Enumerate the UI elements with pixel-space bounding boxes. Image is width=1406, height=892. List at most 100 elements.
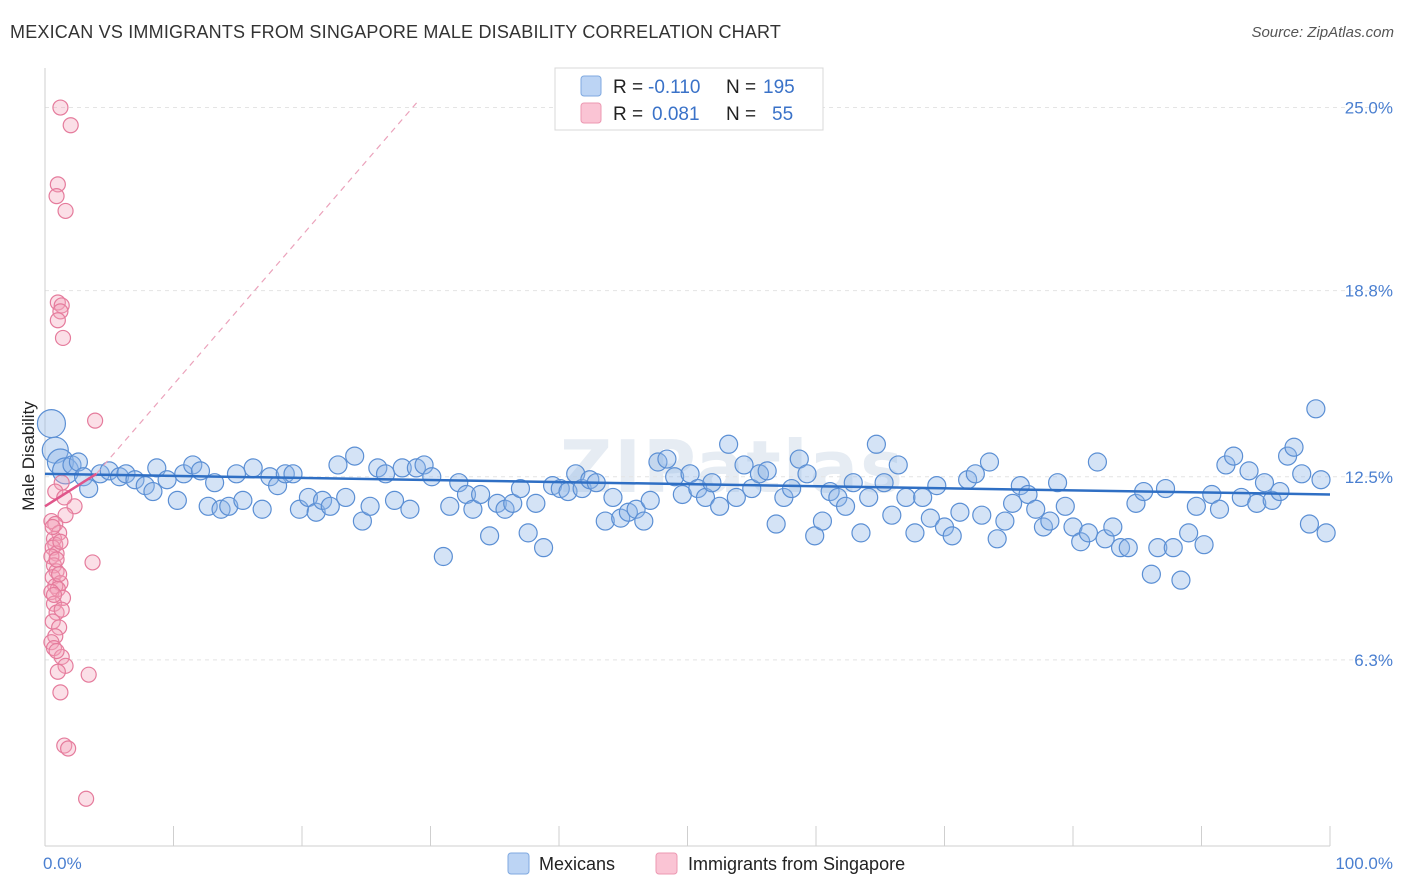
singapore-point-30 [54, 589, 72, 606]
mexicans-point-130 [1040, 511, 1060, 531]
mexicans-point-17 [167, 490, 187, 510]
mexicans-point-163 [1292, 464, 1312, 484]
y-axis-label: Male Disability [19, 401, 38, 511]
mexicans-point-145 [1155, 478, 1176, 499]
trend-line-mexicans [44, 472, 1331, 496]
watermark: ZIPatlas [560, 425, 905, 509]
mexicans-point-141 [1126, 493, 1146, 513]
singapore-point-40 [49, 663, 66, 680]
mexicans-point-128 [1026, 499, 1046, 519]
mexicans-point-147 [1171, 570, 1191, 590]
singapore-point-45 [78, 790, 95, 807]
singapore-point-50 [48, 551, 65, 568]
trend-lines [44, 101, 1331, 508]
mexicans-point-36 [312, 490, 333, 510]
mexicans-point-51 [433, 546, 453, 567]
mexicans-point-146 [1163, 538, 1183, 558]
mexicans-point-140 [1118, 538, 1138, 558]
mexicans-point-148 [1179, 523, 1199, 543]
mexicans-point-99 [805, 526, 825, 546]
mexicans-point-111 [896, 487, 916, 508]
legend-r-label-2: R = [613, 104, 643, 125]
mexicans-point-96 [781, 478, 802, 499]
axes [44, 68, 1331, 847]
mexicans-point-41 [352, 511, 372, 531]
singapore-point-21 [43, 548, 60, 565]
mexicans-point-53 [449, 473, 469, 493]
mexicans-point-98 [797, 464, 817, 484]
mexicans-point-152 [1209, 499, 1230, 519]
singapore-point-10 [87, 412, 104, 429]
mexicans-point-42 [360, 496, 380, 516]
singapore-point-53 [53, 601, 70, 618]
mexicans-point-121 [972, 505, 992, 525]
mexicans-point-40 [345, 446, 365, 466]
mexicans-point-74 [611, 508, 631, 528]
mexicans-point-47 [400, 499, 420, 519]
mexicans-point-120 [965, 464, 985, 484]
mexicans-point-107 [866, 434, 886, 454]
mexicans-point-94 [766, 514, 786, 534]
x-tick-label-0: 0.0% [43, 854, 82, 873]
singapore-point-34 [51, 619, 68, 636]
mexicans-point-166 [1311, 470, 1331, 490]
mexicans-point-167 [1316, 523, 1336, 543]
legend-n-value-2: 55 [772, 104, 793, 125]
mexicans-point-58 [487, 493, 507, 513]
singapore-point-8 [49, 312, 66, 329]
legend-r-value-1: -0.110 [648, 77, 700, 98]
mexicans-point-23 [211, 499, 231, 519]
y-tick-label-1: 18.8% [1345, 282, 1393, 301]
singapore-point-48 [44, 518, 61, 536]
mexicans-point-22 [205, 473, 225, 493]
mexicans-point-72 [595, 511, 615, 531]
mexicans-point-78 [640, 490, 660, 510]
mexicans-point-123 [987, 529, 1007, 549]
x-tick-label-1: 100.0% [1335, 854, 1393, 873]
y-tick-label-2: 12.5% [1345, 468, 1393, 487]
mexicans-point-63 [526, 493, 546, 513]
mexicans-point-88 [719, 434, 739, 454]
mexicans-point-164 [1299, 514, 1320, 534]
singapore-point-54 [48, 642, 65, 660]
mexicans-point-109 [882, 505, 902, 525]
legend-swatch-mexicans [580, 75, 602, 97]
mexicans-point-59 [495, 499, 515, 519]
mexicans-point-26 [233, 490, 253, 510]
y-tick-label-0: 25.0% [1345, 99, 1393, 118]
mexicans-point-32 [283, 464, 303, 484]
mexicans-point-122 [979, 452, 1000, 472]
mexicans-point-66 [550, 478, 570, 499]
mexicans-point-46 [392, 458, 412, 478]
mexicans-point-112 [905, 523, 925, 543]
mexicans-point-87 [710, 496, 730, 516]
watermark-text: ZIPatlas [560, 425, 905, 509]
mexicans-point-24 [219, 496, 239, 516]
mexicans-point-64 [533, 538, 554, 558]
mexicans-point-151 [1202, 484, 1222, 505]
singapore-point-49 [52, 533, 69, 550]
mexicans-point-97 [789, 449, 809, 469]
singapore-point-22 [84, 554, 101, 571]
mexicans-point-75 [618, 502, 638, 522]
mexicans-point-115 [927, 476, 947, 496]
y-tick-label-3: 6.3% [1354, 651, 1393, 670]
mexicans-point-27 [243, 458, 263, 478]
bottom-legend-swatch-mexicans [507, 852, 530, 875]
legend-n-label-2: N = [726, 104, 756, 125]
mexicans-point-83 [680, 464, 700, 484]
mexicans-point-14 [143, 481, 163, 502]
mexicans-point-114 [920, 508, 940, 528]
mexicans-point-131 [1047, 473, 1068, 493]
series-singapore [43, 99, 104, 807]
mexicans-point-105 [851, 523, 871, 543]
mexicans-point-48 [406, 458, 426, 478]
mexicans-point-156 [1239, 461, 1259, 481]
mexicans-point-154 [1224, 446, 1244, 466]
mexicans-point-38 [328, 455, 348, 475]
mexicans-point-110 [888, 455, 908, 475]
mexicans-point-80 [657, 449, 677, 469]
mexicans-point-43 [368, 458, 388, 478]
trend-line-singapore-extended [95, 101, 419, 475]
